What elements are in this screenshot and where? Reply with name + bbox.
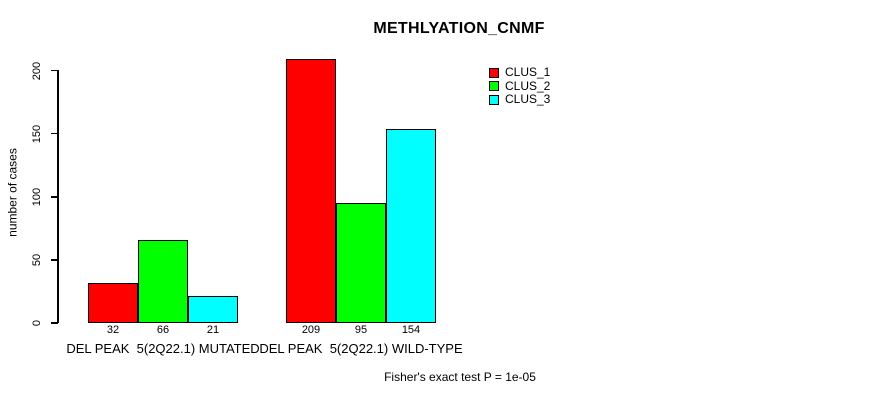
chart-title: METHLYATION_CNMF [373, 20, 545, 37]
bar-value-label: 154 [401, 324, 421, 336]
legend: CLUS_1 CLUS_2 CLUS_3 [489, 66, 550, 107]
legend-item: CLUS_2 [489, 78, 551, 93]
legend-label: CLUS_1 [505, 65, 551, 79]
bar-clus_2-group2 [336, 203, 386, 323]
x-axis-group-label: DEL PEAK 5(2Q22.1) WILD-TYPE [259, 341, 463, 356]
bar-value-label: 209 [301, 324, 321, 336]
y-tick-label: 50 [31, 253, 43, 266]
y-axis-label: number of cases [5, 148, 20, 237]
y-tick-label: 200 [31, 61, 43, 80]
bar-clus_3-group2 [386, 128, 436, 323]
bar-value-label: 95 [354, 324, 368, 336]
y-tick-label: 100 [31, 187, 43, 206]
legend-label: CLUS_3 [505, 92, 551, 106]
legend-swatch-clus_2 [489, 81, 499, 91]
bar-clus_2-group1 [138, 239, 188, 323]
y-tick-mark [51, 69, 58, 72]
bar-clus_1-group2 [286, 59, 336, 323]
footer-annotation: Fisher's exact test P = 1e-05 [384, 370, 536, 384]
y-tick-mark [51, 259, 58, 261]
bar-value-label: 32 [106, 324, 120, 336]
legend-item: CLUS_3 [489, 93, 550, 106]
y-tick-mark [51, 196, 58, 198]
bar-value-label: 66 [156, 324, 170, 336]
x-axis-group-label: DEL PEAK 5(2Q22.1) MUTATED [66, 341, 260, 356]
y-tick-mark [51, 322, 58, 324]
legend-label: CLUS_2 [505, 78, 551, 93]
y-tick-label: 0 [31, 319, 43, 327]
legend-item: CLUS_1 [489, 66, 550, 79]
legend-swatch-clus_3 [489, 94, 499, 105]
legend-swatch-clus_1 [489, 67, 499, 78]
y-tick-mark [51, 132, 58, 135]
bar-value-label: 21 [206, 324, 220, 336]
bar-clus_3-group1 [188, 296, 238, 323]
y-tick-label: 150 [31, 124, 43, 143]
bar-clus_1-group1 [88, 282, 138, 323]
